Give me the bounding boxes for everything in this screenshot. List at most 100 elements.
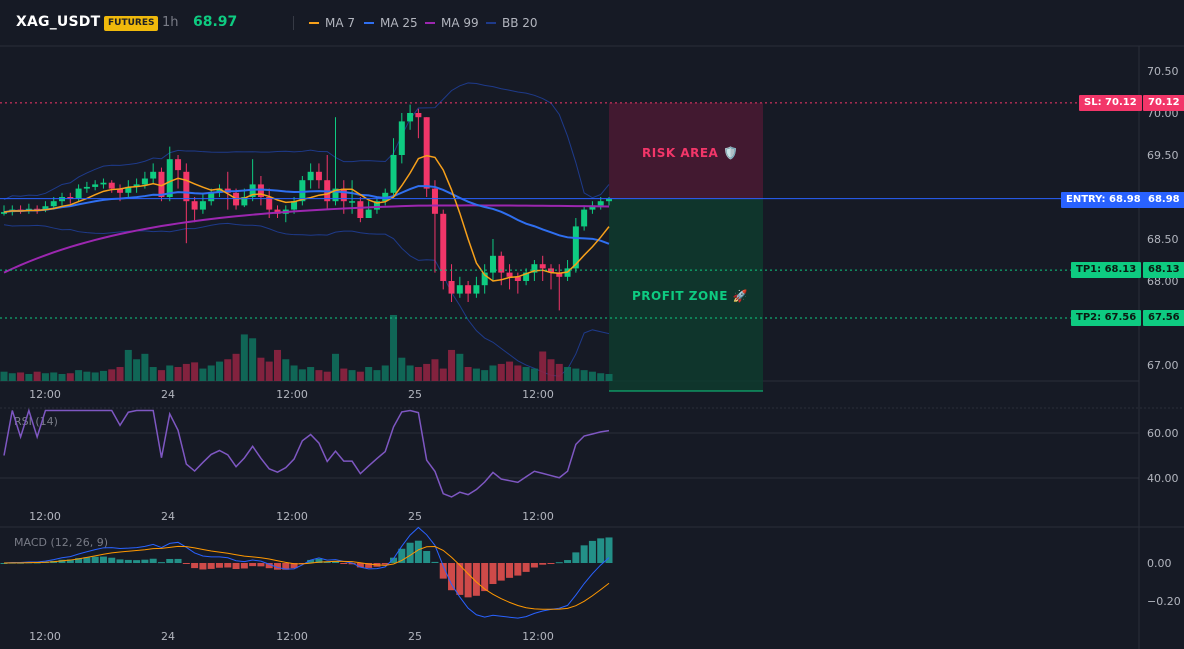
macd-histogram-bar (207, 563, 215, 569)
candle-body (581, 209, 588, 227)
sl-value-pill: 70.12 (1143, 95, 1184, 111)
legend-bb20[interactable]: BB 20 (486, 16, 538, 30)
macd-histogram-bar (232, 563, 240, 569)
candle-body (349, 201, 356, 203)
candle-body (75, 188, 82, 199)
macd-histogram-bar (182, 563, 190, 564)
candlesticks (1, 104, 612, 311)
volume-bar (406, 365, 414, 381)
candle-body (523, 272, 530, 281)
macd-histogram-bar (398, 548, 406, 563)
ma25-line (3, 185, 610, 245)
legend-label-ma25: MA 25 (380, 16, 418, 30)
candle-body (100, 182, 107, 185)
legend-label-ma7: MA 7 (325, 16, 356, 30)
candle-body (498, 255, 505, 273)
macd-histogram-bar (240, 563, 248, 569)
time-tick-label: 12:00 (29, 630, 61, 643)
signal-line (3, 545, 610, 610)
volume-bar (224, 359, 232, 381)
volume-bar (431, 359, 439, 381)
tp2-pill[interactable]: TP2: 67.56 (1071, 310, 1142, 326)
candle-body (117, 188, 124, 193)
macd-histogram-bar (191, 563, 199, 569)
timeframe-label[interactable]: 1h (162, 15, 179, 30)
volume-bar (332, 353, 340, 381)
candle-body (465, 285, 472, 294)
macd-histogram-bar (249, 563, 257, 567)
level-lines (0, 102, 1139, 319)
candle-body (489, 255, 496, 273)
candle-body (415, 113, 422, 118)
macd-histogram-bar (431, 561, 439, 563)
candle-body (481, 272, 488, 286)
macd-histogram-bar (149, 558, 157, 563)
bb-upper (3, 82, 610, 200)
macd-histogram-bar (497, 563, 505, 581)
candle-body (589, 205, 596, 210)
legend-swatch-bb20 (486, 22, 496, 24)
macd-tick-label: 0.00 (1147, 557, 1172, 570)
macd-histogram-bar (307, 559, 315, 563)
macd-histogram-bar (572, 552, 580, 563)
volume-bar (58, 374, 66, 381)
macd-histogram-bar (66, 559, 74, 563)
candle-body (340, 188, 347, 202)
macd-histogram-bar (539, 563, 547, 565)
volume-bar (448, 349, 456, 381)
volume-bar (249, 338, 257, 381)
tp1-label: TP1: 68.13 (1076, 264, 1137, 275)
price-tick-label: 69.50 (1147, 149, 1179, 162)
volume-bar (166, 365, 174, 381)
symbol-title[interactable]: XAG_USDT (16, 14, 101, 30)
candle-body (42, 206, 49, 211)
volume-bar (340, 368, 348, 381)
candle-body (183, 171, 190, 202)
time-tick-label: 12:00 (276, 510, 308, 523)
volume-bar (539, 351, 547, 381)
candle-body (141, 178, 148, 185)
risk-area-label: RISK AREA 🛡️ (642, 146, 739, 160)
legend-ma7[interactable]: MA 7 (309, 16, 355, 30)
time-tick-label: 12:00 (29, 510, 61, 523)
legend-ma99[interactable]: MA 99 (425, 16, 479, 30)
candle-body (92, 184, 99, 187)
volume-bar (149, 367, 157, 381)
macd-histogram-bar (580, 545, 588, 563)
volume-bar (174, 367, 182, 381)
candle-body (315, 171, 322, 181)
candle-body (572, 226, 579, 269)
volume-bar (290, 365, 298, 381)
tp1-pill[interactable]: TP1: 68.13 (1071, 262, 1142, 278)
volume-bar (141, 353, 149, 381)
candle-body (456, 285, 463, 294)
macd-histogram-bar (448, 563, 456, 591)
volume-bar (423, 363, 431, 381)
macd-histogram-bar (423, 551, 431, 563)
candle-body (1, 212, 7, 214)
volume-bar (207, 365, 215, 381)
volume-bar (66, 373, 74, 381)
candle-body (166, 159, 173, 197)
macd-histogram-bar (174, 558, 182, 563)
volume-bar (108, 369, 116, 381)
entry-label: ENTRY: 68.98 (1066, 194, 1141, 205)
macd-histogram-bar (481, 563, 489, 592)
volume-bar (157, 370, 165, 381)
candle-body (440, 213, 447, 281)
entry-pill[interactable]: ENTRY: 68.98 (1061, 192, 1146, 208)
entry-value: 68.98 (1148, 194, 1180, 205)
candle-body (191, 201, 198, 210)
macd-histogram-bar (514, 563, 522, 576)
macd-histogram-bar (406, 542, 414, 563)
volume-bar (481, 370, 489, 381)
sl-pill[interactable]: SL: 70.12 (1079, 95, 1142, 111)
candle-body (390, 155, 397, 193)
axes: 12:00 24 12:00 25 12:00 12:00 24 12:00 25 12:00 12… (29, 65, 1178, 643)
volume-bar (514, 365, 522, 381)
candle-body (398, 121, 405, 155)
volume-bar (390, 315, 398, 381)
legend-ma25[interactable]: MA 25 (364, 16, 418, 30)
macd-histogram-bar (91, 556, 99, 563)
